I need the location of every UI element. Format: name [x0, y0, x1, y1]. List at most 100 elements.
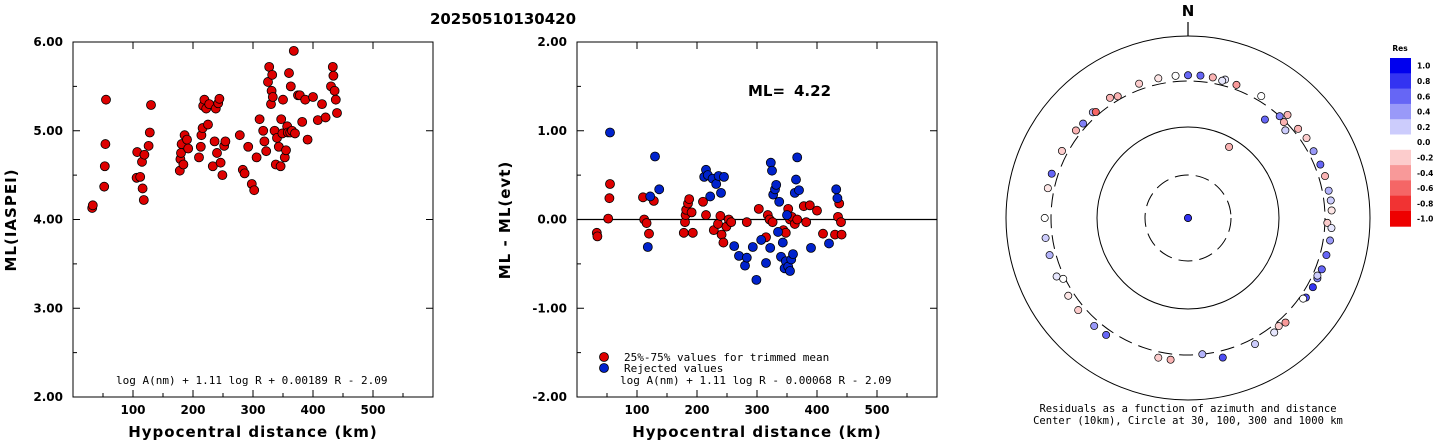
data-point: [258, 125, 269, 136]
y-axis-label-left: ML(IASPEI): [2, 168, 20, 271]
left-ytick-label: 4.00: [33, 213, 63, 227]
formula-annotation-middle: log A(nm) + 1.11 log R - 0.00068 R - 2.0…: [620, 374, 892, 387]
caption-line-2: Center (10km), Circle at 30, 100, 300 an…: [1033, 415, 1343, 427]
data-point: [836, 217, 846, 228]
data-point: [308, 92, 318, 102]
station-point: [1208, 73, 1217, 82]
magnitude-distance-chart: 2.00 3.00 4.00 5.00 6.00 100 200 300 400 500 Hyp…: [2, 35, 434, 441]
station-point: [1309, 147, 1318, 156]
data-point: [686, 207, 697, 218]
data-point: [650, 151, 660, 162]
middle-ytick-label: 0.00: [537, 213, 567, 227]
data-point: [687, 227, 698, 238]
station-point: [1260, 115, 1269, 124]
station-point: [1047, 169, 1056, 178]
plot-frame-left: [72, 41, 434, 398]
data-point: [701, 210, 711, 220]
data-point: [288, 45, 299, 56]
station-point: [1079, 119, 1088, 128]
data-point: [203, 119, 213, 130]
middle-xtick-label: 500: [864, 403, 889, 417]
data-point: [99, 181, 110, 192]
data-point: [320, 112, 331, 123]
data-point: [832, 193, 843, 204]
station-point: [1225, 142, 1234, 151]
y-tick-labels-left: 2.00 3.00 4.00 5.00 6.00: [33, 35, 63, 404]
data-point: [791, 174, 801, 185]
middle-xtick-label: 400: [804, 403, 829, 417]
figure-title: 20250510130420: [430, 10, 576, 28]
station-point: [1279, 118, 1288, 127]
middle-ytick-label: -2.00: [532, 390, 567, 404]
station-point: [1135, 79, 1144, 88]
data-point: [741, 217, 752, 228]
data-point: [100, 139, 111, 149]
data-point: [297, 116, 308, 127]
data-point: [782, 210, 792, 220]
colorbar-tick-label: -1.0: [1417, 215, 1433, 224]
data-point: [751, 274, 762, 285]
station-point: [1327, 206, 1336, 215]
legend-marker-rejected: [599, 363, 609, 373]
data-point: [806, 242, 816, 253]
data-point: [317, 99, 327, 110]
data-point: [135, 171, 146, 182]
station-point: [1218, 76, 1227, 85]
station-point: [1198, 350, 1207, 359]
data-point: [719, 171, 729, 182]
data-point: [771, 179, 782, 190]
data-point: [275, 161, 286, 172]
data-point: [716, 229, 727, 240]
data-point: [276, 114, 287, 125]
data-point: [740, 260, 750, 271]
station-points: [1040, 71, 1336, 364]
station-point: [1232, 80, 1241, 89]
data-point: [143, 140, 154, 151]
residual-distance-chart: -2.00 -1.00 0.00 1.00 2.00 100 200 300 400 500 H…: [496, 35, 938, 441]
station-point: [1322, 251, 1331, 260]
data-point: [741, 252, 752, 263]
data-point: [332, 108, 342, 118]
station-point: [1166, 355, 1175, 364]
station-point: [1106, 93, 1114, 102]
colorbar-cells: [1390, 58, 1411, 227]
colorbar-cell: [1390, 73, 1411, 89]
middle-xtick-label: 200: [684, 403, 709, 417]
middle-xtick-label: 300: [744, 403, 769, 417]
colorbar-tick-label: 1.0: [1417, 62, 1430, 71]
station-point: [1326, 196, 1335, 205]
residual-colorbar: Res 1.0 0.8 0.6 0.4 0.2 0.0 -0.2 -0.4 -0.6 -0.8 -1…: [1390, 44, 1433, 227]
circle-1000km: [1005, 35, 1371, 401]
data-point: [804, 200, 815, 211]
middle-ytick-label: 1.00: [537, 124, 567, 138]
tick-marks-middle: [577, 41, 937, 398]
data-point: [824, 238, 834, 249]
data-point: [605, 179, 615, 189]
data-point: [101, 94, 111, 105]
data-point: [818, 228, 828, 239]
left-xtick-label: 200: [180, 403, 205, 417]
colorbar-tick-label: 0.6: [1417, 92, 1430, 101]
colorbar-tick-label: -0.8: [1417, 199, 1433, 208]
data-point: [785, 266, 795, 276]
data-point: [261, 146, 272, 157]
left-xtick-label: 300: [240, 403, 265, 417]
station-point: [1196, 71, 1205, 80]
data-point: [182, 134, 192, 145]
data-point: [812, 205, 822, 216]
data-point: [792, 152, 803, 163]
station-point: [1270, 328, 1279, 337]
station-point: [1091, 107, 1100, 116]
station-point: [1154, 353, 1163, 362]
colorbar-tick-label: 0.8: [1417, 77, 1430, 86]
data-point: [99, 161, 110, 172]
data-point: [328, 70, 339, 81]
data-point: [254, 114, 265, 125]
station-point: [1317, 265, 1326, 274]
circle-30km: [1144, 174, 1232, 262]
data-point: [774, 196, 785, 207]
data-point: [761, 258, 771, 268]
caption-line-1: Residuals as a function of azimuth and d…: [1039, 403, 1336, 415]
data-point: [330, 94, 341, 105]
data-point: [329, 85, 340, 96]
